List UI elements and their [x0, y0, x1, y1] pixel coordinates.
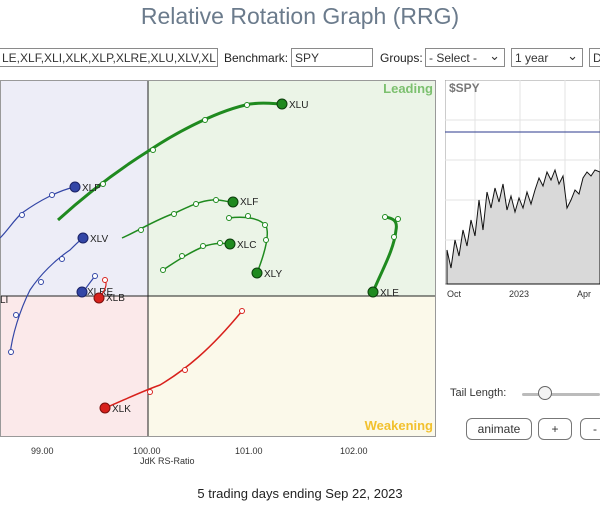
- period-select[interactable]: 1 year: [511, 48, 583, 67]
- tail-label-xlre: XLRE: [87, 287, 113, 298]
- price-x-tick-oct: Oct: [447, 289, 462, 299]
- x-tick-99: 99.00: [31, 446, 54, 456]
- groups-label: Groups:: [380, 51, 423, 65]
- tail-xle[interactable]: XLE: [367, 214, 401, 300]
- tail-length-slider-track[interactable]: [522, 393, 600, 396]
- page-title: Relative Rotation Graph (RRG): [140, 3, 460, 29]
- frequency-select[interactable]: D: [589, 48, 600, 67]
- benchmark-label: Benchmark:: [224, 51, 289, 65]
- x-tick-100: 100.00: [133, 446, 161, 456]
- tail-label-xle: XLE: [380, 288, 399, 299]
- tail-xli[interactable]: LI: [0, 295, 8, 306]
- chart-border: [0, 80, 436, 437]
- price-x-tick-2023: 2023: [509, 289, 529, 299]
- price-chart: $SPY Oct 2023 Apr: [445, 80, 600, 299]
- tail-xlc[interactable]: XLC: [160, 238, 257, 273]
- tail-label-xlf: XLF: [240, 197, 258, 208]
- controls-bar: LE,XLF,XLI,XLK,XLP,XLRE,XLU,XLV,XL Bench…: [0, 48, 600, 70]
- benchmark-input[interactable]: SPY: [291, 48, 373, 67]
- leading-quadrant: [148, 80, 436, 296]
- tail-length-label: Tail Length:: [450, 387, 507, 399]
- x-tick-102: 102.00: [340, 446, 368, 456]
- price-x-tick-apr: Apr: [577, 289, 591, 299]
- tail-xlu[interactable]: XLU: [56, 98, 308, 222]
- tail-label-xlv: XLV: [90, 234, 108, 245]
- tail-xly[interactable]: XLY: [226, 213, 283, 281]
- symbols-input[interactable]: LE,XLF,XLI,XLK,XLP,XLRE,XLU,XLV,XL: [0, 48, 218, 67]
- tail-xlre[interactable]: XLRE: [76, 273, 113, 299]
- weakening-label: Weakening: [365, 418, 433, 433]
- lagging-quadrant: [0, 296, 148, 437]
- x-axis-title: JdK RS-Ratio: [140, 456, 195, 466]
- footer-status: 5 trading days ending Sep 22, 2023: [197, 486, 403, 501]
- tail-label-xlp: XLP: [82, 183, 101, 194]
- tail-label-xlk: XLK: [112, 404, 131, 415]
- tail-label-xlc: XLC: [237, 240, 256, 251]
- weakening-quadrant: [148, 296, 436, 437]
- tail-xlf[interactable]: XLF: [121, 196, 258, 239]
- tail-xlb[interactable]: XLB: [93, 277, 125, 305]
- price-chart-symbol: $SPY: [449, 81, 480, 95]
- minus-button[interactable]: -: [580, 418, 600, 440]
- animate-button[interactable]: animate: [466, 418, 532, 440]
- tail-label-xlb: XLB: [106, 293, 125, 304]
- tail-label-xly: XLY: [264, 269, 282, 280]
- groups-select[interactable]: - Select -: [425, 48, 505, 67]
- plus-button[interactable]: +: [538, 418, 572, 440]
- x-tick-101: 101.00: [235, 446, 263, 456]
- tail-length-slider-handle[interactable]: [538, 386, 552, 400]
- tail-xlk[interactable]: XLK: [99, 308, 245, 416]
- tail-label-xlu: XLU: [289, 100, 308, 111]
- leading-label: Leading: [383, 81, 433, 96]
- tail-xlp[interactable]: XLP: [0, 181, 101, 239]
- rrg-chart: Leading Weakening XLU XLF XLC: [0, 80, 436, 437]
- tail-label-xli: LI: [0, 295, 8, 306]
- tail-xlv[interactable]: XLV: [8, 232, 109, 356]
